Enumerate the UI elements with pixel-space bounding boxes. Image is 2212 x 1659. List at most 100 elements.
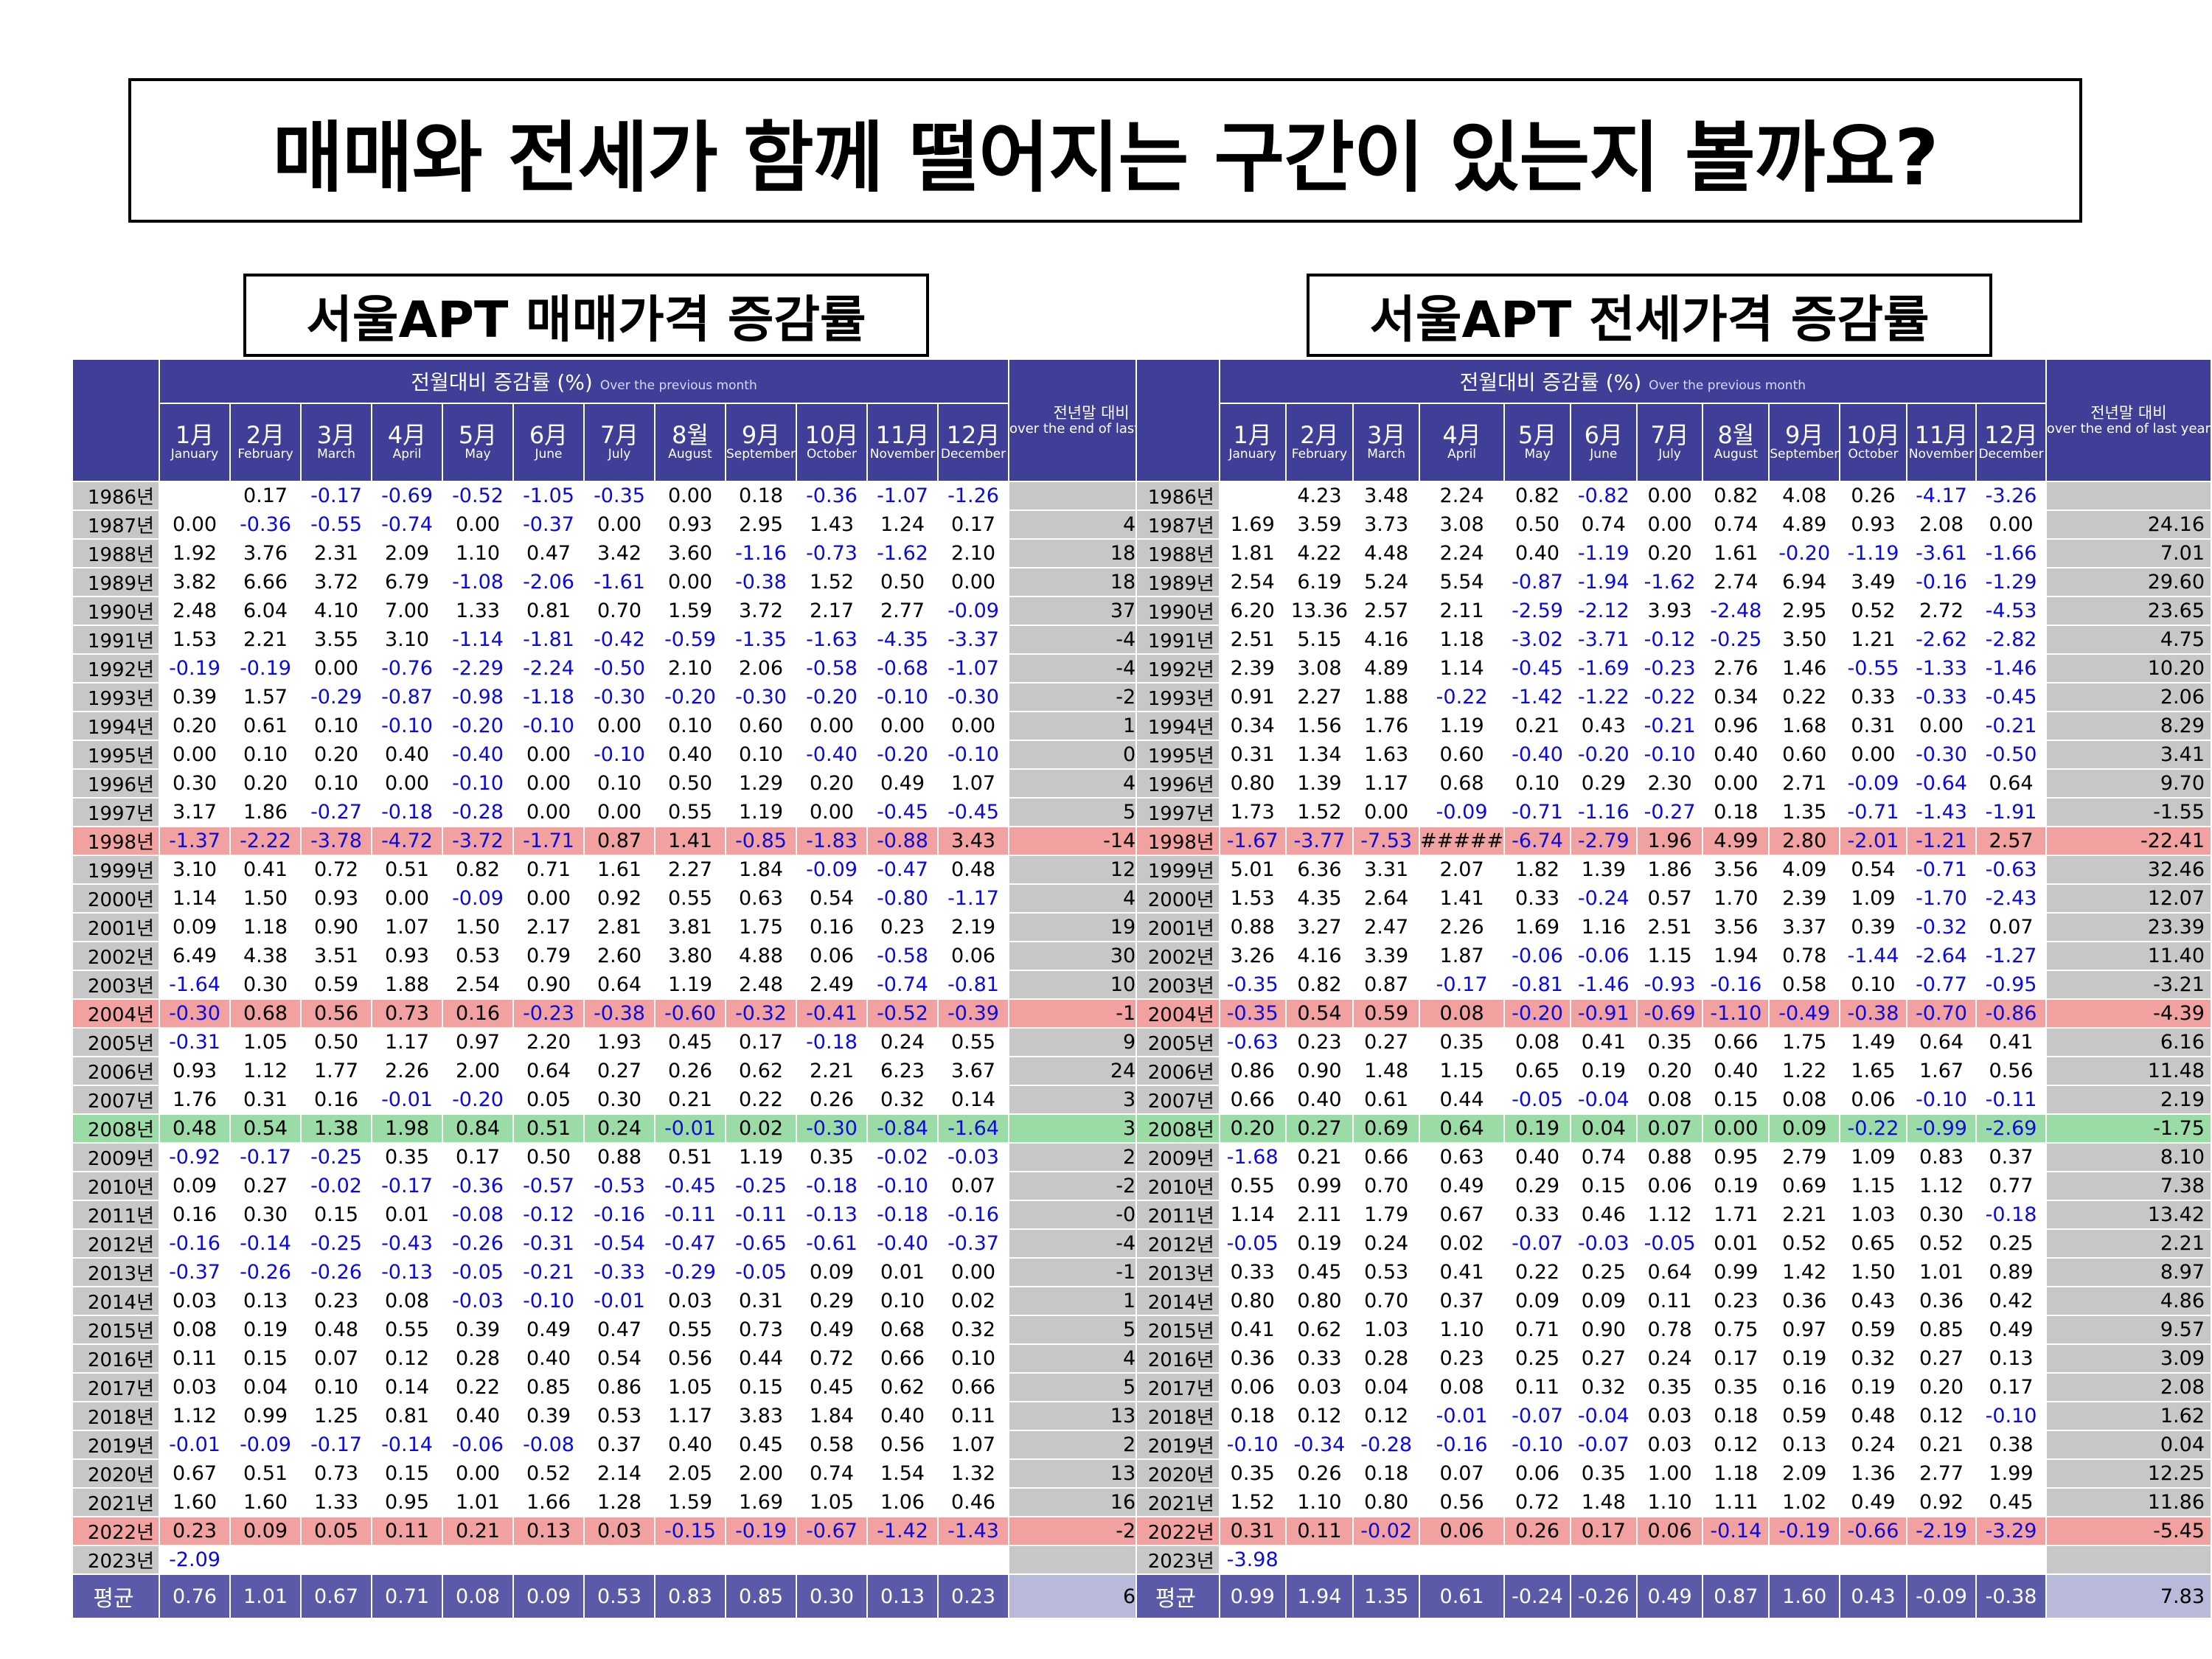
month-label: 3月 bbox=[316, 421, 356, 450]
year-cell: 2021년 bbox=[72, 1487, 160, 1517]
value-cell: 4.48 bbox=[1352, 538, 1421, 568]
value-cell bbox=[937, 1545, 1009, 1575]
value-cell: 3.51 bbox=[300, 941, 372, 971]
value-cell: 0.90 bbox=[1284, 1056, 1354, 1086]
value-cell: 1.52 bbox=[796, 567, 868, 597]
value-cell: -0.76 bbox=[371, 653, 443, 684]
value-cell: 0.23 bbox=[1284, 1027, 1354, 1057]
value-cell: -0.19 bbox=[229, 653, 302, 684]
value-cell: -0.32 bbox=[725, 998, 797, 1029]
group-header-label: 전월대비 증감률 (%) bbox=[411, 370, 593, 394]
value-cell: 0.51 bbox=[654, 1142, 726, 1172]
value-cell: 1.07 bbox=[371, 912, 443, 942]
value-cell: -0.52 bbox=[866, 998, 939, 1029]
value-cell: -1.17 bbox=[937, 883, 1009, 914]
table-row: 2020년 0.35 0.26 0.18 0.07 0.06 0.35 1.00 1.18 2.0… bbox=[1135, 1458, 2212, 1489]
average-cell: 0.99 bbox=[1218, 1573, 1287, 1619]
value-cell: 4.22 bbox=[1284, 538, 1354, 568]
value-cell: 1.52 bbox=[1218, 1487, 1287, 1517]
value-cell: 0.06 bbox=[1503, 1458, 1571, 1489]
value-cell: -1.71 bbox=[512, 826, 585, 856]
value-cell: 1.19 bbox=[654, 970, 726, 1000]
year-end-header: 전년말 대비 over the end of last year bbox=[2045, 358, 2212, 482]
table-row: 1986년 4.23 3.48 2.24 0.82 -0.82 0.00 0.82 4.08 0.… bbox=[1135, 481, 2212, 511]
value-cell: 0.66 bbox=[1218, 1085, 1287, 1115]
average-row: 평균 0.76 1.01 0.67 0.71 0.08 0.09 0.53 0.83 0.85 0.… bbox=[72, 1573, 1175, 1619]
value-cell: -0.01 bbox=[583, 1286, 655, 1316]
year-cell: 2002년 bbox=[1135, 941, 1220, 971]
average-cell: 0.76 bbox=[159, 1573, 231, 1619]
value-cell: 0.03 bbox=[159, 1286, 231, 1316]
value-cell: -1.69 bbox=[1569, 653, 1638, 684]
value-cell: 0.00 bbox=[937, 567, 1009, 597]
value-cell: 3.60 bbox=[654, 538, 726, 568]
value-cell: 4.08 bbox=[1768, 481, 1841, 511]
year-end-cell: 4.75 bbox=[2045, 625, 2212, 655]
year-cell: 1992년 bbox=[1135, 653, 1220, 684]
year-end-cell: 29.60 bbox=[2045, 567, 2212, 597]
value-cell: 1.67 bbox=[1905, 1056, 1978, 1086]
value-cell: 0.03 bbox=[1284, 1372, 1354, 1402]
value-cell: -0.23 bbox=[512, 998, 585, 1029]
table-row: 2008년 0.48 0.54 1.38 1.98 0.84 0.51 0.24 -0.01 0.… bbox=[72, 1113, 1175, 1144]
month-header: 2月 February bbox=[229, 403, 302, 482]
value-cell: 0.49 bbox=[1975, 1315, 2047, 1345]
value-cell: -0.86 bbox=[1975, 998, 2047, 1029]
value-cell: 0.27 bbox=[1569, 1343, 1638, 1374]
value-cell: -0.15 bbox=[654, 1516, 726, 1546]
month-english: October bbox=[806, 446, 858, 462]
value-cell: 0.19 bbox=[1569, 1056, 1638, 1086]
value-cell: 0.10 bbox=[937, 1343, 1009, 1374]
value-cell: -2.09 bbox=[159, 1545, 231, 1575]
value-cell: 0.25 bbox=[1975, 1228, 2047, 1259]
value-cell: 0.02 bbox=[725, 1113, 797, 1144]
value-cell: -1.05 bbox=[512, 481, 585, 511]
value-cell: 1.96 bbox=[1635, 826, 1704, 856]
value-cell: 2.48 bbox=[725, 970, 797, 1000]
value-cell: 0.07 bbox=[937, 1171, 1009, 1201]
value-cell: 2.27 bbox=[654, 855, 726, 885]
value-cell: 2.21 bbox=[229, 625, 302, 655]
month-english: August bbox=[1714, 446, 1759, 462]
value-cell: -2.19 bbox=[1905, 1516, 1978, 1546]
average-cell: 1.60 bbox=[1768, 1573, 1841, 1619]
value-cell: 0.40 bbox=[654, 740, 726, 770]
value-cell: -0.01 bbox=[371, 1085, 443, 1115]
value-cell: 1.21 bbox=[1839, 625, 1907, 655]
value-cell: 0.30 bbox=[229, 970, 302, 1000]
value-cell: -0.17 bbox=[1419, 970, 1506, 1000]
value-cell: 1.84 bbox=[725, 855, 797, 885]
value-cell: -0.33 bbox=[1905, 682, 1978, 712]
month-header: 4月 April bbox=[1419, 403, 1506, 482]
year-end-cell: 13.42 bbox=[2045, 1200, 2212, 1230]
value-cell: -0.08 bbox=[442, 1200, 514, 1230]
value-cell: -3.78 bbox=[300, 826, 372, 856]
year-cell: 1990년 bbox=[1135, 596, 1220, 626]
value-cell: 0.82 bbox=[1284, 970, 1354, 1000]
value-cell: -0.10 bbox=[866, 1171, 939, 1201]
value-cell: 1.49 bbox=[1839, 1027, 1907, 1057]
value-cell: -2.12 bbox=[1569, 596, 1638, 626]
value-cell: 3.31 bbox=[1352, 855, 1421, 885]
value-cell: 0.01 bbox=[866, 1257, 939, 1287]
value-cell: 2.39 bbox=[1768, 883, 1841, 914]
table-row: 2015년 0.08 0.19 0.48 0.55 0.39 0.49 0.47 0.55 0.7… bbox=[72, 1315, 1175, 1345]
value-cell: 0.70 bbox=[1352, 1286, 1421, 1316]
value-cell: 3.93 bbox=[1635, 596, 1704, 626]
year-cell: 1993년 bbox=[72, 682, 160, 712]
value-cell: 2.26 bbox=[371, 1056, 443, 1086]
table-row: 2008년 0.20 0.27 0.69 0.64 0.19 0.04 0.07 0.00 0.0… bbox=[1135, 1113, 2212, 1144]
value-cell: 0.44 bbox=[725, 1343, 797, 1374]
month-english: November bbox=[1908, 446, 1975, 462]
value-cell: -0.34 bbox=[1284, 1430, 1354, 1460]
month-header: 2月 February bbox=[1284, 403, 1354, 482]
year-end-cell: 3.09 bbox=[2045, 1343, 2212, 1374]
value-cell: 0.71 bbox=[512, 855, 585, 885]
value-cell: 0.17 bbox=[1702, 1343, 1770, 1374]
value-cell: 0.58 bbox=[796, 1430, 868, 1460]
value-cell: 0.45 bbox=[796, 1372, 868, 1402]
value-cell bbox=[1839, 1545, 1907, 1575]
value-cell: 0.45 bbox=[1284, 1257, 1354, 1287]
value-cell: 0.31 bbox=[725, 1286, 797, 1316]
value-cell: 0.33 bbox=[1503, 1200, 1571, 1230]
